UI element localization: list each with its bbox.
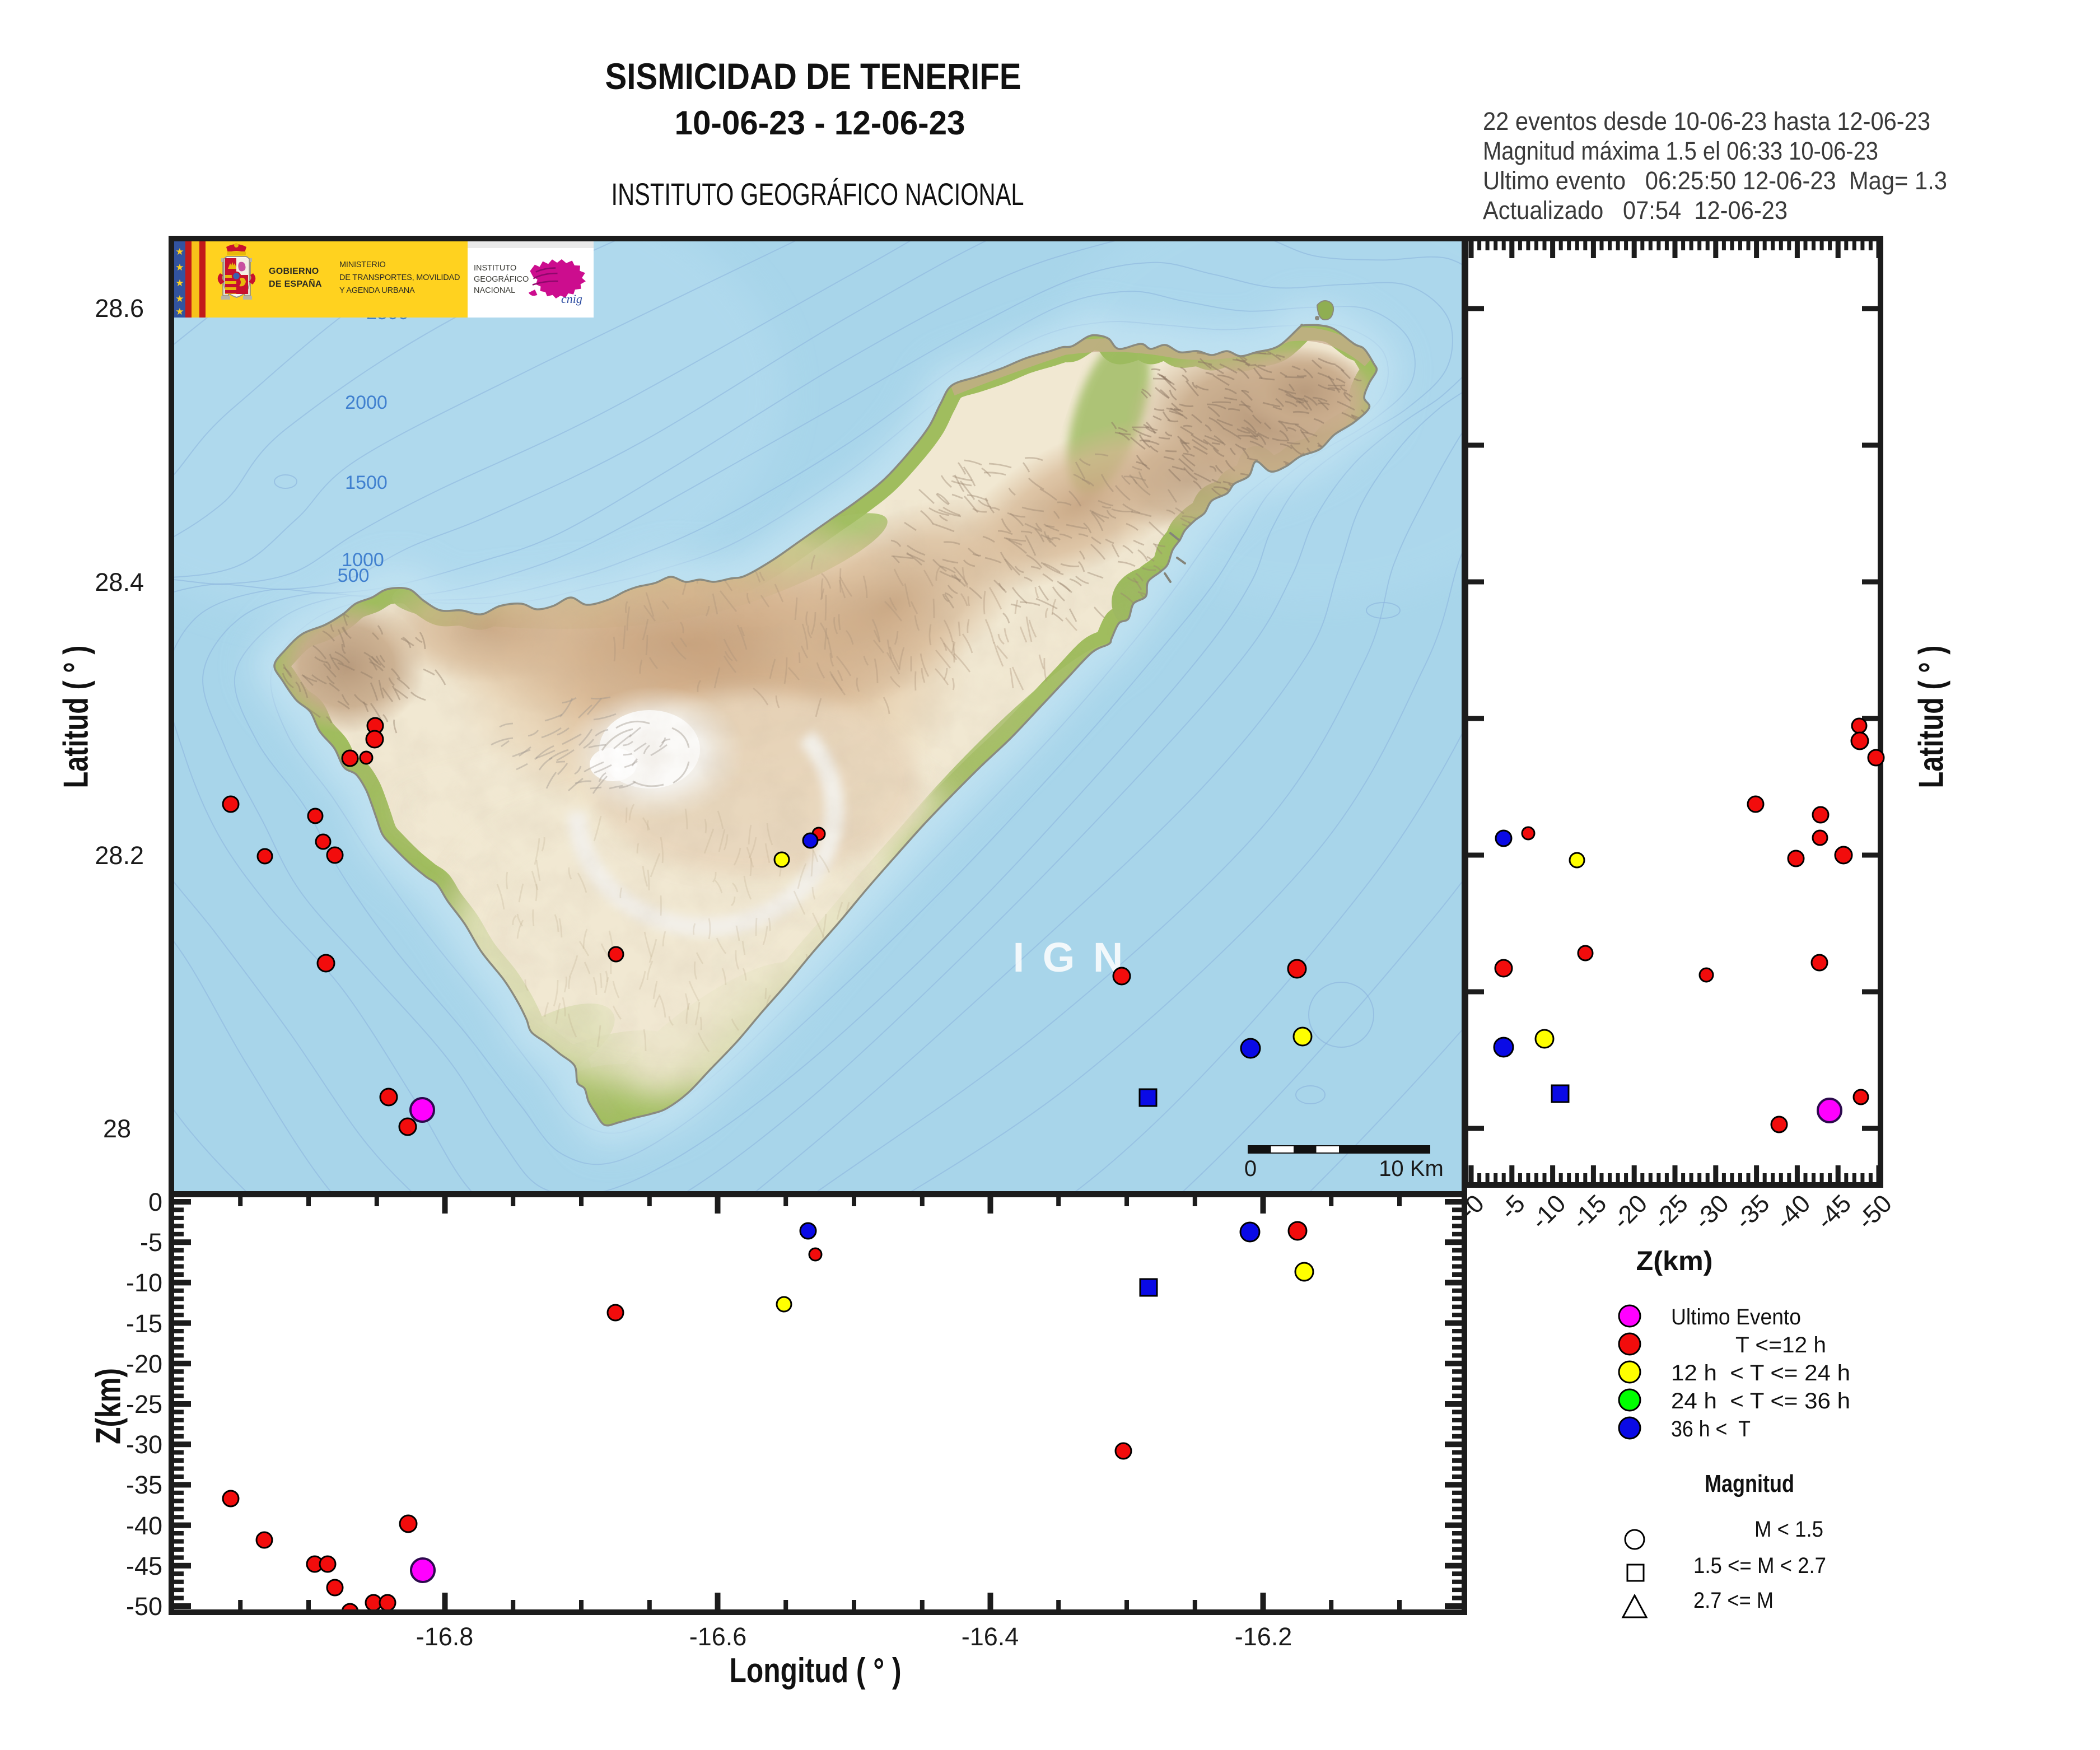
- svg-text:2000: 2000: [345, 392, 388, 413]
- svg-text:28: 28: [103, 1114, 131, 1143]
- svg-text:Z(km): Z(km): [90, 1368, 128, 1444]
- svg-text:-15: -15: [126, 1309, 162, 1338]
- svg-text:cnig: cnig: [561, 292, 582, 306]
- svg-text:DE TRANSPORTES, MOVILIDAD: DE TRANSPORTES, MOVILIDAD: [339, 273, 460, 282]
- svg-text:-30: -30: [126, 1430, 162, 1459]
- svg-text:-35: -35: [1729, 1189, 1775, 1235]
- svg-text:Actualizado 07:54 12-06-23: Actualizado 07:54 12-06-23: [1483, 196, 1788, 225]
- svg-text:-10: -10: [1525, 1189, 1571, 1235]
- svg-text:-50: -50: [126, 1592, 162, 1621]
- svg-text:Latitud ( ° ): Latitud ( ° ): [57, 646, 96, 788]
- svg-text:-16.4: -16.4: [962, 1622, 1019, 1651]
- svg-text:★: ★: [175, 262, 184, 273]
- svg-text:-25: -25: [1648, 1189, 1693, 1235]
- svg-text:★: ★: [175, 246, 184, 257]
- svg-text:24 h < T <= 36 h: 24 h < T <= 36 h: [1671, 1389, 1850, 1413]
- svg-text:-40: -40: [1770, 1189, 1816, 1235]
- svg-text:0: 0: [148, 1188, 162, 1216]
- svg-text:★: ★: [175, 278, 184, 288]
- svg-text:-20: -20: [126, 1350, 162, 1378]
- svg-text:★: ★: [175, 306, 184, 317]
- svg-text:Z(km): Z(km): [1636, 1247, 1713, 1276]
- svg-text:1000: 1000: [342, 549, 384, 571]
- svg-text:GEOGRÁFICO: GEOGRÁFICO: [474, 274, 529, 284]
- svg-text:-16.2: -16.2: [1235, 1622, 1292, 1651]
- svg-text:-50: -50: [1851, 1189, 1897, 1235]
- svg-text:★: ★: [175, 293, 184, 304]
- svg-text:SISMICIDAD DE TENERIFE: SISMICIDAD DE TENERIFE: [605, 55, 1021, 97]
- svg-text:Ultimo Evento: Ultimo Evento: [1671, 1305, 1801, 1329]
- svg-text:-15: -15: [1566, 1189, 1612, 1235]
- svg-text:-20: -20: [1607, 1189, 1653, 1235]
- svg-text:500: 500: [338, 565, 370, 586]
- svg-text:NACIONAL: NACIONAL: [474, 286, 515, 295]
- svg-text:-35: -35: [126, 1471, 162, 1499]
- svg-text:28.2: 28.2: [95, 841, 144, 870]
- svg-text:T <=12 h: T <=12 h: [1735, 1333, 1826, 1357]
- svg-text:I G N: I G N: [1013, 934, 1127, 981]
- svg-text:22 eventos desde 10-06-23 hast: 22 eventos desde 10-06-23 hasta 12-06-23: [1483, 107, 1930, 136]
- svg-text:Ultimo evento 06:25:50 12-06: Ultimo evento 06:25:50 12-06-23 Mag= 1.3: [1483, 166, 1947, 195]
- svg-text:-16.8: -16.8: [416, 1622, 474, 1651]
- svg-text:10-06-23 - 12-06-23: 10-06-23 - 12-06-23: [675, 104, 965, 142]
- svg-text:-5: -5: [1495, 1189, 1530, 1225]
- svg-text:-45: -45: [126, 1552, 162, 1580]
- svg-text:-30: -30: [1688, 1189, 1734, 1235]
- svg-text:-10: -10: [126, 1268, 162, 1297]
- svg-text:-45: -45: [1810, 1189, 1856, 1235]
- svg-text:2.7 <= M: 2.7 <= M: [1693, 1588, 1774, 1613]
- svg-text:M < 1.5: M < 1.5: [1754, 1517, 1823, 1542]
- svg-text:-16.6: -16.6: [689, 1622, 747, 1651]
- svg-text:Longitud ( ° ): Longitud ( ° ): [730, 1651, 902, 1690]
- svg-text:Magnitud: Magnitud: [1705, 1470, 1794, 1497]
- svg-text:-40: -40: [126, 1511, 162, 1540]
- svg-text:Latitud ( ° ): Latitud ( ° ): [1912, 646, 1951, 788]
- svg-text:0: 0: [1244, 1156, 1257, 1181]
- svg-text:-25: -25: [126, 1390, 162, 1418]
- svg-text:12 h < T <= 24 h: 12 h < T <= 24 h: [1671, 1361, 1850, 1385]
- svg-text:28.4: 28.4: [95, 568, 144, 596]
- svg-text:36 h < T: 36 h < T: [1671, 1417, 1751, 1441]
- svg-text:DE ESPAÑA: DE ESPAÑA: [269, 278, 322, 289]
- svg-text:Y AGENDA URBANA: Y AGENDA URBANA: [339, 286, 415, 295]
- svg-text:INSTITUTO: INSTITUTO: [474, 264, 516, 273]
- svg-text:1.5 <= M < 2.7: 1.5 <= M < 2.7: [1693, 1553, 1826, 1578]
- svg-text:Magnitud máxima 1.5 el 06:33 1: Magnitud máxima 1.5 el 06:33 10-06-23: [1483, 137, 1878, 165]
- svg-text:GOBIERNO: GOBIERNO: [269, 267, 319, 276]
- svg-text:INSTITUTO GEOGRÁFICO NACIONAL: INSTITUTO GEOGRÁFICO NACIONAL: [612, 176, 1024, 212]
- svg-text:10 Km: 10 Km: [1379, 1156, 1444, 1181]
- svg-text:1500: 1500: [345, 472, 388, 493]
- svg-text:MINISTERIO: MINISTERIO: [339, 260, 386, 269]
- svg-text:28.6: 28.6: [95, 294, 144, 323]
- svg-text:-5: -5: [140, 1228, 162, 1257]
